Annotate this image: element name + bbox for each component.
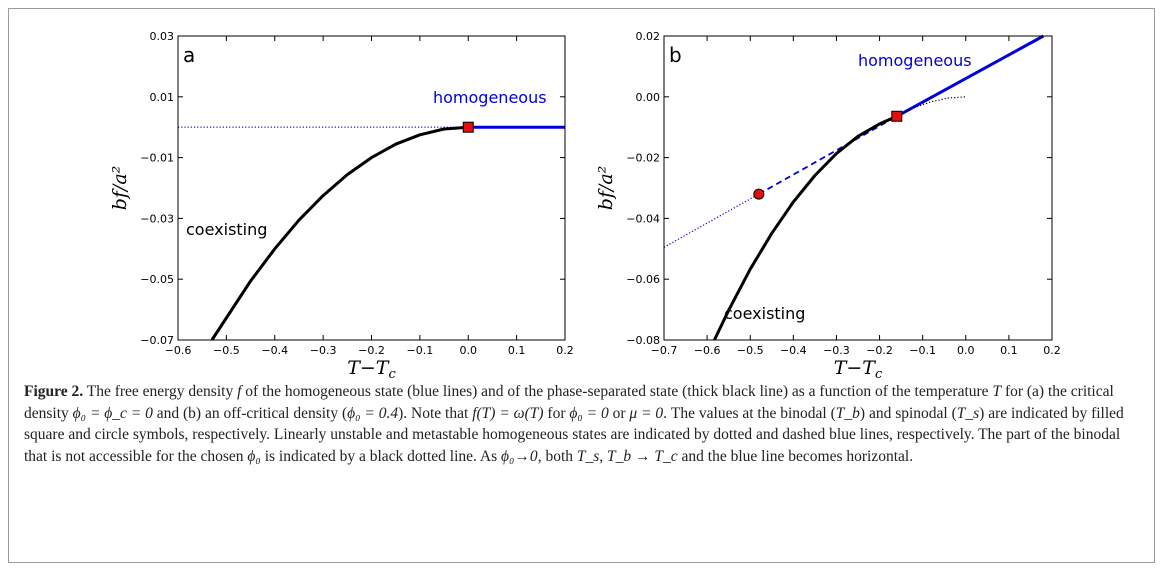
y-tick-label: 0.02 <box>636 30 661 43</box>
y-tick-label: −0.06 <box>626 273 660 286</box>
panel-letter: a <box>183 43 195 67</box>
caption-text: . The values at the binodal ( <box>663 405 836 422</box>
axes-frame <box>178 36 565 340</box>
label-homogeneous: homogeneous <box>433 88 547 107</box>
caption-math: ϕ₀ <box>247 448 260 465</box>
y-axis-label: bf/a² <box>595 166 617 211</box>
caption-math: T_s <box>957 405 979 422</box>
binodal-marker <box>892 111 902 121</box>
figure-plots: −0.6 −0.5 −0.4 −0.3 −0.2 −0.1 0.0 0.1 0.2 −0.07 −0… <box>0 0 1165 380</box>
caption-text: is indicated by a black dotted line. As <box>261 448 501 465</box>
caption-text: for <box>544 405 570 422</box>
caption-math: ϕ₀ = 0.4 <box>347 405 398 422</box>
y-axis-label: bf/a² <box>109 166 131 211</box>
panel-b: −0.7 −0.6 −0.5 −0.4 −0.3 −0.2 −0.1 0.0 0.1 0.2−0.… <box>595 30 1061 380</box>
x-tick-label: −0.5 <box>213 344 240 357</box>
caption-text: or <box>609 405 630 422</box>
label-homogeneous: homogeneous <box>858 51 972 70</box>
caption-text: ). Note that <box>398 405 472 422</box>
binodal-marker <box>463 122 473 132</box>
caption-text: of the homogeneous state (blue lines) an… <box>241 383 992 400</box>
caption-text: and the blue line becomes horizontal. <box>678 448 913 465</box>
figure-caption: Figure 2. The free energy density f of t… <box>24 381 1136 467</box>
x-tick-label: −0.4 <box>780 344 807 357</box>
y-tick-label: −0.03 <box>140 212 174 225</box>
y-tick-label: −0.05 <box>140 273 174 286</box>
series-black-dotted <box>897 97 966 117</box>
caption-label: Figure 2. <box>24 383 83 400</box>
x-tick-label: −0.3 <box>310 344 337 357</box>
series-blue-dashed <box>759 116 897 194</box>
label-coexisting: coexisting <box>724 304 805 323</box>
x-tick-label: −0.3 <box>823 344 850 357</box>
y-tick-label: −0.08 <box>626 334 660 347</box>
x-tick-label: −0.1 <box>909 344 936 357</box>
panel-a: −0.6 −0.5 −0.4 −0.3 −0.2 −0.1 0.0 0.1 0.2−0.07−0… <box>109 30 574 380</box>
x-tick-label: −0.4 <box>261 344 288 357</box>
caption-text: ) and spinodal ( <box>860 405 957 422</box>
x-tick-label: 0.1 <box>1000 344 1018 357</box>
caption-text: and (b) an off-critical density ( <box>153 405 347 422</box>
y-tick-label: 0.00 <box>636 91 661 104</box>
series-blue-solid <box>897 36 1044 116</box>
caption-math: ϕ₀ = ϕ_c = 0 <box>73 405 153 422</box>
x-tick-label: 0.0 <box>957 344 975 357</box>
x-tick-label: 0.1 <box>508 344 526 357</box>
caption-text: The free energy density <box>83 383 237 400</box>
x-tick-label: −0.5 <box>737 344 764 357</box>
panel-letter: b <box>669 43 682 67</box>
caption-math: μ = 0 <box>629 405 663 422</box>
y-tick-label: 0.01 <box>150 91 175 104</box>
spinodal-marker <box>754 189 764 199</box>
x-tick-label: 0.2 <box>1043 344 1061 357</box>
y-tick-label: −0.02 <box>626 152 660 165</box>
axes-frame <box>664 36 1052 340</box>
x-axis-label: T−Tc <box>347 357 396 380</box>
caption-math: T <box>992 383 1001 400</box>
caption-math: f(T) = ω(T) <box>472 405 543 422</box>
caption-math: T_b <box>836 405 860 422</box>
caption-math: ϕ₀→0 <box>501 448 538 465</box>
y-tick-label: −0.07 <box>140 334 174 347</box>
x-tick-label: 0.0 <box>460 344 478 357</box>
caption-math: ϕ₀ = 0 <box>569 405 608 422</box>
x-tick-label: 0.2 <box>556 344 574 357</box>
y-tick-label: 0.03 <box>150 30 175 43</box>
x-axis-label: T−Tc <box>834 357 883 380</box>
x-tick-label: −0.2 <box>358 344 385 357</box>
series-blue-dotted <box>664 194 759 247</box>
y-tick-label: −0.04 <box>626 212 660 225</box>
x-tick-label: −0.6 <box>694 344 721 357</box>
caption-text: , both <box>538 448 577 465</box>
x-tick-label: −0.1 <box>407 344 434 357</box>
label-coexisting: coexisting <box>186 220 267 239</box>
caption-math: T_s, T_b → T_c <box>577 448 678 465</box>
x-tick-label: −0.2 <box>866 344 893 357</box>
y-tick-label: −0.01 <box>140 152 174 165</box>
